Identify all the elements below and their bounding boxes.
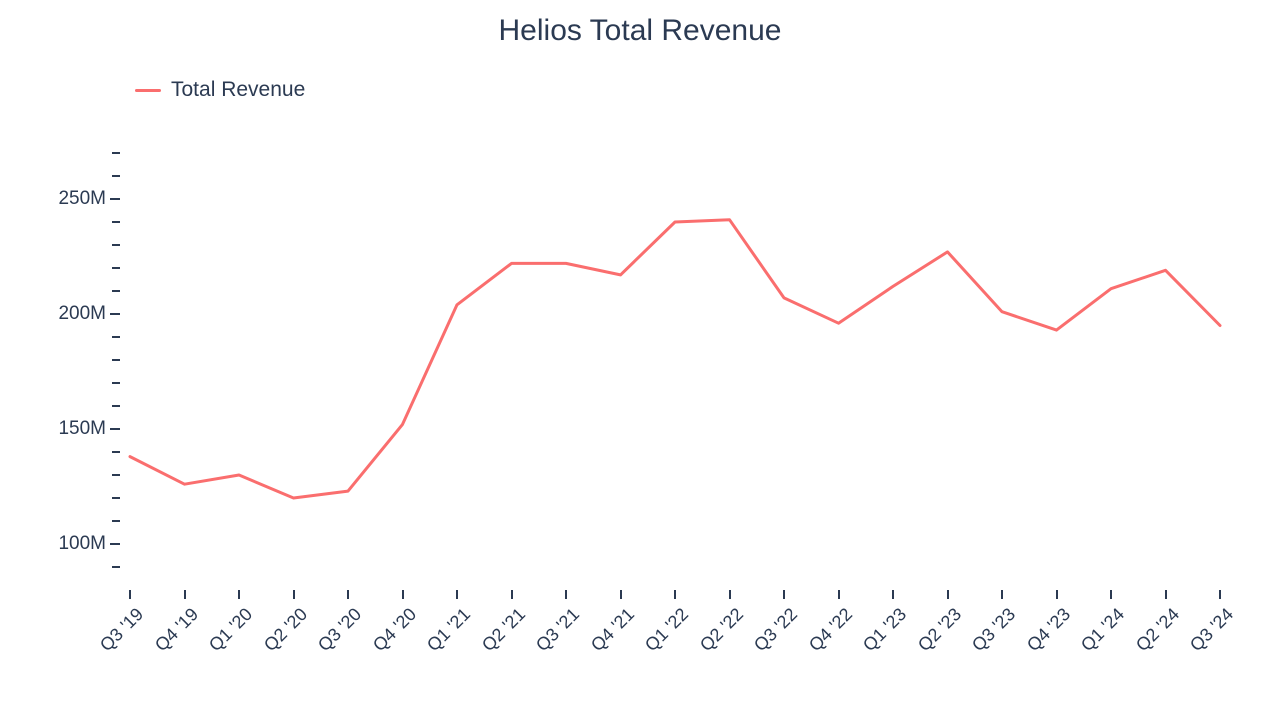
x-axis-label: Q1 '20 xyxy=(205,604,257,656)
x-tick xyxy=(238,590,240,599)
chart-title: Helios Total Revenue xyxy=(0,14,1280,48)
x-axis-label: Q4 '21 xyxy=(586,604,638,656)
x-axis-label: Q3 '21 xyxy=(532,604,584,656)
x-tick xyxy=(1219,590,1221,599)
x-tick xyxy=(129,590,131,599)
y-tick-minor xyxy=(112,451,120,453)
x-tick xyxy=(620,590,622,599)
x-tick xyxy=(783,590,785,599)
y-axis-label: 200M xyxy=(58,303,106,325)
x-axis-label: Q2 '24 xyxy=(1131,604,1183,656)
y-tick-minor xyxy=(112,221,120,223)
y-tick-minor xyxy=(112,405,120,407)
x-axis-label: Q3 '20 xyxy=(314,604,366,656)
x-tick xyxy=(511,590,513,599)
x-axis-label: Q4 '23 xyxy=(1022,604,1074,656)
y-tick-major xyxy=(110,543,120,545)
x-axis-label: Q3 '24 xyxy=(1186,604,1238,656)
x-tick xyxy=(729,590,731,599)
x-axis-label: Q3 '23 xyxy=(968,604,1020,656)
x-axis-label: Q1 '21 xyxy=(423,604,475,656)
x-axis-label: Q1 '23 xyxy=(859,604,911,656)
y-tick-minor xyxy=(112,152,120,154)
legend-label: Total Revenue xyxy=(171,78,305,102)
x-tick xyxy=(293,590,295,599)
x-axis-label: Q2 '20 xyxy=(259,604,311,656)
x-axis-label: Q3 '19 xyxy=(96,604,148,656)
y-tick-minor xyxy=(112,244,120,246)
legend-swatch xyxy=(135,89,161,92)
x-tick xyxy=(1056,590,1058,599)
x-axis-label: Q4 '19 xyxy=(150,604,202,656)
x-tick xyxy=(947,590,949,599)
x-tick xyxy=(1001,590,1003,599)
y-tick-minor xyxy=(112,566,120,568)
y-axis-label: 100M xyxy=(58,533,106,555)
y-tick-minor xyxy=(112,267,120,269)
x-axis-label: Q3 '22 xyxy=(750,604,802,656)
y-tick-minor xyxy=(112,359,120,361)
x-tick xyxy=(347,590,349,599)
y-tick-minor xyxy=(112,497,120,499)
y-tick-major xyxy=(110,313,120,315)
x-axis-label: Q4 '20 xyxy=(368,604,420,656)
y-tick-major xyxy=(110,428,120,430)
x-tick xyxy=(1165,590,1167,599)
y-tick-minor xyxy=(112,382,120,384)
y-tick-minor xyxy=(112,290,120,292)
x-tick xyxy=(674,590,676,599)
y-tick-minor xyxy=(112,474,120,476)
y-tick-minor xyxy=(112,520,120,522)
x-axis-label: Q1 '22 xyxy=(641,604,693,656)
x-tick xyxy=(565,590,567,599)
legend: Total Revenue xyxy=(135,78,305,102)
series-line xyxy=(130,220,1220,498)
y-tick-major xyxy=(110,198,120,200)
y-axis-label: 250M xyxy=(58,188,106,210)
x-axis-label: Q2 '22 xyxy=(695,604,747,656)
plot-area: 100M150M200M250M Q3 '19Q4 '19Q1 '20Q2 '2… xyxy=(120,130,1230,590)
x-tick xyxy=(402,590,404,599)
y-axis-label: 150M xyxy=(58,418,106,440)
x-tick xyxy=(456,590,458,599)
x-axis-label: Q2 '21 xyxy=(477,604,529,656)
x-axis-label: Q4 '22 xyxy=(804,604,856,656)
chart-container: Helios Total Revenue Total Revenue 100M1… xyxy=(0,0,1280,720)
x-axis-label: Q1 '24 xyxy=(1077,604,1129,656)
y-tick-minor xyxy=(112,175,120,177)
line-chart-svg xyxy=(120,130,1230,590)
x-tick xyxy=(838,590,840,599)
x-tick xyxy=(892,590,894,599)
x-tick xyxy=(1110,590,1112,599)
x-tick xyxy=(184,590,186,599)
x-axis-label: Q2 '23 xyxy=(913,604,965,656)
y-tick-minor xyxy=(112,336,120,338)
